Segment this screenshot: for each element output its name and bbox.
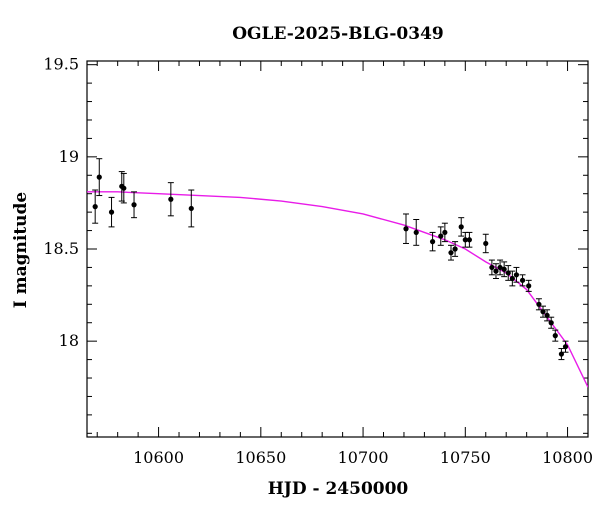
x-tick-label: 10750 xyxy=(440,448,491,467)
data-point xyxy=(489,264,495,271)
data-point xyxy=(558,351,565,357)
y-tick-label: 18 xyxy=(59,331,79,350)
data-point xyxy=(509,275,515,282)
y-axis-label: I magnitude xyxy=(11,192,31,309)
y-tick-label: 19.5 xyxy=(43,55,79,74)
data-point xyxy=(497,264,503,271)
plot-frame xyxy=(86,60,589,438)
data-point xyxy=(462,237,468,243)
data-point xyxy=(96,174,102,180)
data-point xyxy=(466,237,472,243)
data-point xyxy=(188,205,194,212)
plot-area: 10600 10650 10700 10750 10800 18 18.5 19 19.5 xyxy=(43,55,593,467)
y-tick-label: 18.5 xyxy=(43,239,79,258)
data-point xyxy=(548,320,554,326)
data-point xyxy=(501,266,507,272)
data-point xyxy=(519,277,526,283)
x-tick-label: 10800 xyxy=(542,448,593,467)
data-point xyxy=(448,250,454,256)
data-point xyxy=(168,196,174,202)
data-point xyxy=(562,344,569,350)
x-tick-label: 10650 xyxy=(235,448,286,467)
data-point xyxy=(513,272,520,278)
x-tick-label: 10700 xyxy=(338,448,389,467)
model-curve xyxy=(87,191,588,388)
data-point xyxy=(544,312,550,318)
data-point xyxy=(92,204,98,210)
data-point xyxy=(483,240,489,247)
x-axis-label: HJD - 2450000 xyxy=(268,479,409,499)
data-point xyxy=(413,229,419,236)
data-point xyxy=(493,268,499,274)
data-point xyxy=(526,283,532,289)
data-point xyxy=(429,239,436,245)
y-tick-label: 19 xyxy=(59,147,79,166)
data-point xyxy=(552,333,558,339)
x-tick-label: 10600 xyxy=(133,448,184,467)
data-point xyxy=(438,233,444,239)
data-point xyxy=(505,270,511,276)
data-point xyxy=(452,246,458,252)
chart-title: OGLE-2025-BLG-0349 xyxy=(232,24,444,44)
data-point xyxy=(458,224,464,230)
data-point xyxy=(108,209,115,215)
data-point xyxy=(131,202,137,208)
data-point xyxy=(540,309,546,315)
data-point xyxy=(121,185,127,191)
data-point xyxy=(403,226,409,232)
data-point xyxy=(536,301,542,307)
data-point xyxy=(442,229,448,236)
